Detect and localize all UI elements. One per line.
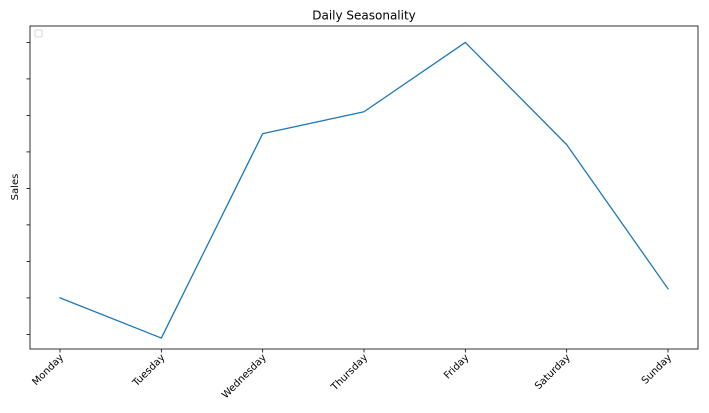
chart-title: Daily Seasonality bbox=[312, 9, 416, 23]
y-axis-label: Sales bbox=[10, 174, 21, 201]
x-tick-label: Saturday bbox=[533, 352, 573, 392]
x-tick-label: Wednesday bbox=[220, 352, 269, 401]
x-tick-label: Monday bbox=[30, 352, 66, 388]
x-tick-label: Friday bbox=[442, 352, 471, 381]
x-tick-label: Thursday bbox=[329, 352, 370, 393]
x-axis-ticks: Monday Tuesday Wednesday Thursday Friday Satu… bbox=[30, 349, 674, 401]
x-tick-label: Tuesday bbox=[130, 352, 167, 389]
y-axis-ticks bbox=[26, 42, 30, 335]
legend bbox=[34, 29, 43, 38]
series-line-0 bbox=[59, 41, 669, 339]
series-group bbox=[59, 41, 669, 339]
x-tick-label: Sunday bbox=[640, 352, 674, 386]
plot-area bbox=[29, 25, 699, 350]
